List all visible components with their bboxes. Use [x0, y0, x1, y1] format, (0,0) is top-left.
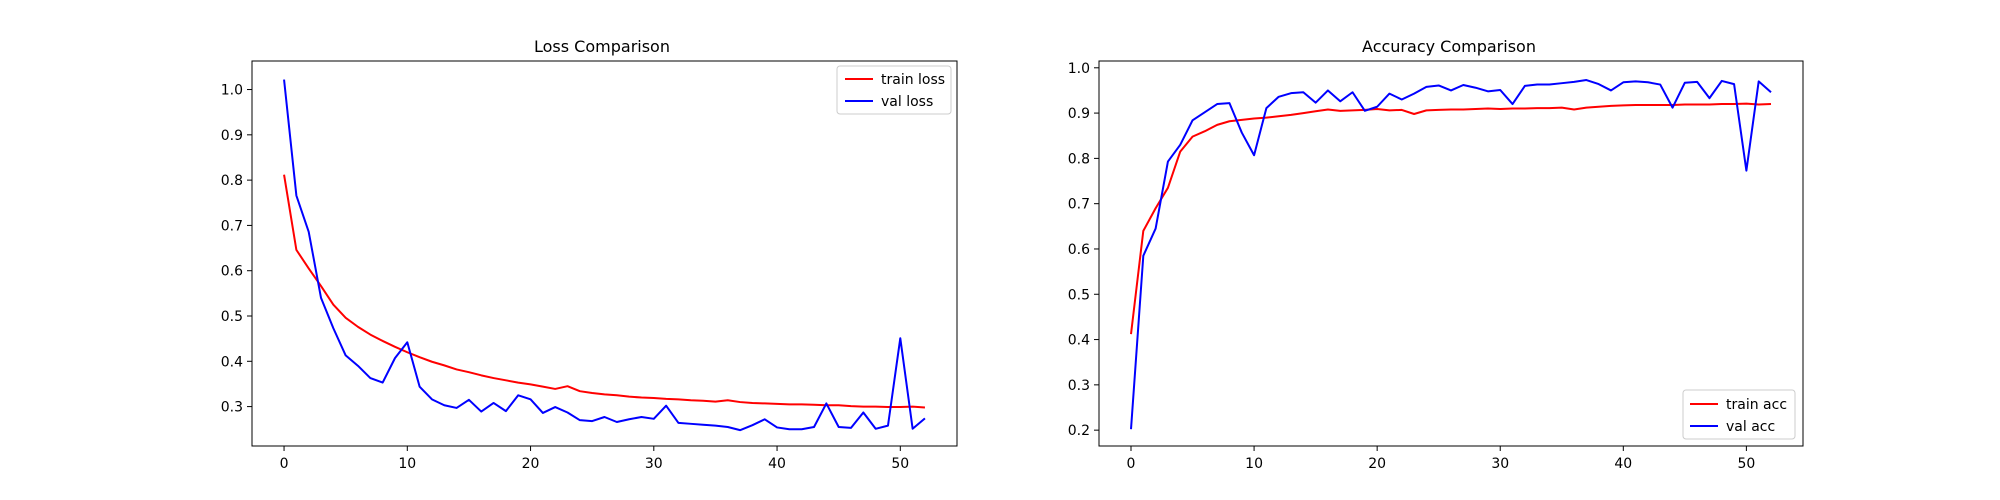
x-tick-label: 30	[1491, 456, 1509, 472]
y-tick-label: 0.7	[1068, 197, 1090, 213]
x-tick-label: 20	[522, 456, 540, 472]
x-tick-label: 10	[398, 456, 416, 472]
series-line-val-acc	[1130, 79, 1772, 430]
series-line-val-loss	[283, 79, 926, 432]
axis-ticks	[1094, 67, 1747, 451]
y-axis-tick-labels: 0.2 0.3 0.4 0.5 0.6 0.7 0.8 0.9 1.0	[1068, 61, 1090, 439]
legend: train loss val loss	[836, 65, 952, 115]
x-tick-label: 50	[1737, 456, 1755, 472]
chart-title: Loss Comparison	[534, 37, 670, 56]
y-tick-label: 0.9	[221, 128, 243, 144]
series-layer	[1130, 79, 1772, 430]
x-axis-tick-labels: 0 10 20 30 40 50	[1127, 456, 1756, 472]
x-tick-label: 50	[891, 456, 909, 472]
x-tick-label: 30	[645, 456, 663, 472]
loss-chart: Loss Comparison 0.3 0.4 0.5 0.6 0.7 0.8 0.9 1.0…	[221, 37, 958, 472]
x-tick-label: 0	[280, 456, 289, 472]
y-axis-tick-labels: 0.3 0.4 0.5 0.6 0.7 0.8 0.9 1.0	[221, 83, 243, 416]
y-tick-label: 0.8	[221, 173, 243, 189]
x-tick-label: 40	[768, 456, 786, 472]
series-line-train-loss	[283, 174, 926, 409]
legend-label-val-loss: val loss	[881, 94, 933, 110]
y-tick-label: 1.0	[1068, 61, 1090, 77]
y-tick-label: 0.6	[1068, 242, 1090, 258]
y-tick-label: 0.6	[221, 264, 243, 280]
legend-label-val-acc: val acc	[1726, 419, 1775, 435]
y-tick-label: 0.5	[1068, 287, 1090, 303]
legend-label-train-loss: train loss	[881, 72, 945, 88]
y-tick-label: 0.4	[1068, 333, 1090, 349]
y-tick-label: 0.9	[1068, 106, 1090, 122]
legend-label-train-acc: train acc	[1726, 397, 1787, 413]
y-tick-label: 0.3	[1068, 378, 1090, 394]
y-tick-label: 0.7	[221, 218, 243, 234]
chart-title: Accuracy Comparison	[1362, 37, 1536, 56]
x-tick-label: 20	[1368, 456, 1386, 472]
series-layer	[283, 79, 926, 432]
x-tick-label: 10	[1245, 456, 1263, 472]
y-tick-label: 0.4	[221, 354, 243, 370]
x-tick-label: 0	[1127, 456, 1136, 472]
plot-frame	[1098, 60, 1804, 447]
y-tick-label: 0.8	[1068, 151, 1090, 167]
x-axis-tick-labels: 0 10 20 30 40 50	[280, 456, 910, 472]
accuracy-chart: Accuracy Comparison 0.20.30.40.50.60.70.…	[1068, 37, 1804, 472]
x-tick-label: 40	[1614, 456, 1632, 472]
plot-frame	[251, 60, 958, 447]
y-tick-label: 1.0	[221, 83, 243, 99]
axis-ticks	[247, 89, 901, 451]
y-tick-label: 0.3	[221, 400, 243, 416]
legend: train acc val acc	[1682, 389, 1796, 440]
y-tick-label: 0.2	[1068, 423, 1090, 439]
y-tick-label: 0.5	[221, 309, 243, 325]
